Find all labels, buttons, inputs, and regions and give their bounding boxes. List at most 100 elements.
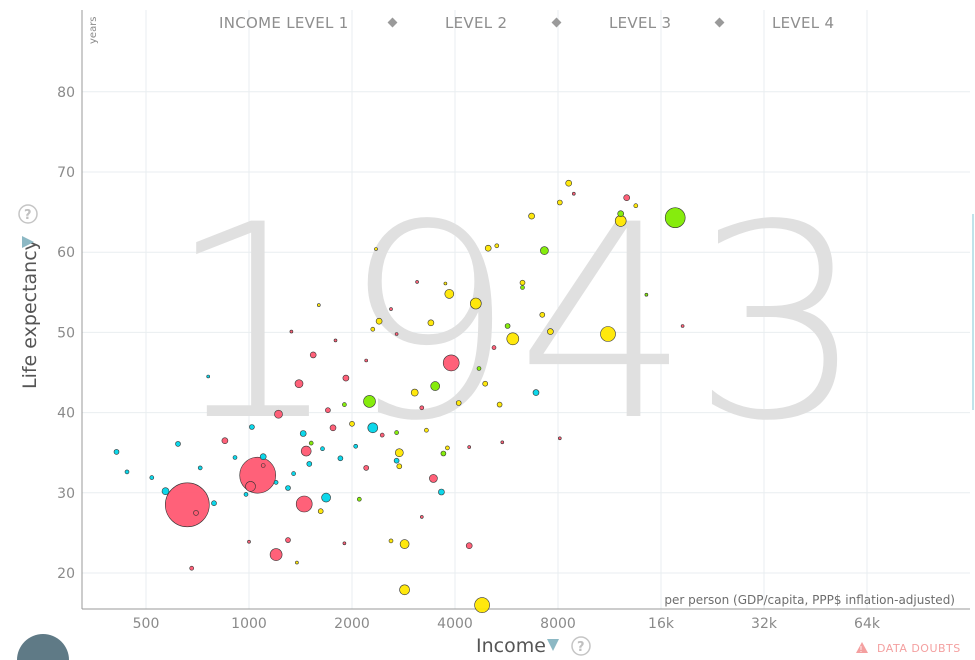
data-bubble[interactable] <box>379 432 385 438</box>
data-bubble[interactable] <box>565 179 573 187</box>
data-bubble[interactable] <box>294 379 304 389</box>
data-bubble[interactable] <box>455 400 462 406</box>
x-axis-help-icon[interactable]: ? <box>571 636 591 656</box>
data-doubts-link[interactable]: ! DATA DOUBTS <box>856 642 961 655</box>
x-axis-dropdown-icon[interactable] <box>547 639 559 651</box>
data-bubble[interactable] <box>367 422 379 434</box>
data-bubble[interactable] <box>363 465 370 471</box>
data-bubble[interactable] <box>232 455 238 460</box>
data-bubble[interactable] <box>329 424 337 432</box>
data-bubble[interactable] <box>532 389 540 396</box>
data-bubble[interactable] <box>175 441 181 447</box>
data-bubble[interactable] <box>467 445 472 449</box>
data-bubble[interactable] <box>600 326 616 342</box>
data-bubble[interactable] <box>295 560 299 565</box>
data-bubble[interactable] <box>633 203 639 208</box>
data-bubble[interactable] <box>161 487 170 496</box>
data-bubble[interactable] <box>445 445 450 451</box>
data-bubble[interactable] <box>424 427 429 433</box>
data-bubble[interactable] <box>221 437 229 445</box>
data-bubble[interactable] <box>388 538 394 544</box>
data-bubble[interactable] <box>396 463 403 470</box>
data-bubble[interactable] <box>680 324 685 328</box>
data-bubble[interactable] <box>429 474 438 483</box>
data-bubble[interactable] <box>389 307 393 311</box>
data-bubble[interactable] <box>356 496 362 502</box>
data-bubble[interactable] <box>149 475 155 480</box>
data-bubble[interactable] <box>419 405 425 411</box>
data-bubble[interactable] <box>430 381 441 391</box>
data-bubble[interactable] <box>247 539 251 544</box>
data-bubble[interactable] <box>476 366 482 371</box>
data-bubble[interactable] <box>317 508 324 515</box>
data-bubble[interactable] <box>285 485 291 491</box>
data-bubble[interactable] <box>557 436 562 441</box>
data-bubble[interactable] <box>474 597 490 613</box>
data-bubble[interactable] <box>617 210 625 217</box>
data-bubble[interactable] <box>306 461 313 467</box>
data-bubble[interactable] <box>664 207 686 228</box>
data-bubble[interactable] <box>316 303 321 307</box>
data-bubble[interactable] <box>193 510 199 516</box>
data-bubble[interactable] <box>364 358 369 363</box>
data-bubble[interactable] <box>374 247 378 251</box>
data-bubble[interactable] <box>300 445 312 457</box>
data-bubble[interactable] <box>614 215 627 227</box>
data-bubble[interactable] <box>321 492 331 503</box>
data-bubble[interactable] <box>349 420 355 427</box>
data-bubble[interactable] <box>491 345 497 350</box>
data-bubble[interactable] <box>443 281 448 286</box>
data-bubble[interactable] <box>206 374 210 379</box>
x-axis-title-group[interactable]: Income ? <box>476 635 591 657</box>
data-bubble[interactable] <box>394 430 399 435</box>
data-bubble[interactable] <box>211 500 217 507</box>
data-bubble[interactable] <box>285 537 291 543</box>
data-bubble[interactable] <box>528 212 535 220</box>
data-bubble[interactable] <box>113 449 120 455</box>
data-bubble[interactable] <box>644 292 649 297</box>
data-bubble[interactable] <box>308 440 314 446</box>
data-bubble[interactable] <box>496 401 503 408</box>
data-bubble[interactable] <box>269 548 283 561</box>
data-bubble[interactable] <box>539 311 546 318</box>
data-bubble[interactable] <box>506 332 520 346</box>
data-bubble[interactable] <box>333 338 338 343</box>
data-bubble[interactable] <box>399 539 410 549</box>
data-bubble[interactable] <box>243 492 249 497</box>
data-bubble[interactable] <box>500 440 505 445</box>
data-bubble[interactable] <box>299 430 307 437</box>
legend-item-level-4[interactable]: LEVEL 4 <box>772 14 834 32</box>
data-bubble[interactable] <box>295 495 313 513</box>
data-bubble[interactable] <box>353 443 359 449</box>
data-bubble[interactable] <box>342 374 350 382</box>
data-bubble[interactable] <box>291 471 296 476</box>
data-bubble[interactable] <box>442 354 460 372</box>
data-bubble[interactable] <box>571 191 576 196</box>
data-bubble[interactable] <box>370 326 376 332</box>
data-bubble[interactable] <box>556 199 563 206</box>
data-doubts-label[interactable]: DATA DOUBTS <box>877 642 961 655</box>
data-bubble[interactable] <box>363 395 376 408</box>
legend-item-level-2[interactable]: LEVEL 2 <box>445 14 507 32</box>
data-bubble[interactable] <box>260 463 266 468</box>
x-axis-title[interactable]: Income <box>476 635 546 657</box>
y-axis-title[interactable]: Life expectancy <box>19 239 41 389</box>
data-bubble[interactable] <box>342 402 347 407</box>
data-bubble[interactable] <box>342 541 347 546</box>
data-bubble[interactable] <box>482 380 489 387</box>
data-bubble[interactable] <box>124 469 130 475</box>
data-bubble[interactable] <box>189 565 194 571</box>
data-bubble[interactable] <box>623 194 631 201</box>
legend-item-level-3[interactable]: LEVEL 3 <box>609 14 671 32</box>
data-bubble[interactable] <box>540 246 549 255</box>
data-bubble[interactable] <box>494 243 500 249</box>
legend-item-level-1[interactable]: INCOME LEVEL 1 <box>219 14 349 32</box>
data-bubble[interactable] <box>249 424 255 430</box>
y-axis-help-icon[interactable]: ? <box>18 204 38 224</box>
data-bubble[interactable] <box>519 279 526 286</box>
data-bubble[interactable] <box>274 409 283 419</box>
data-bubble[interactable] <box>438 488 445 496</box>
data-bubble[interactable] <box>520 285 525 290</box>
data-bubble[interactable] <box>504 323 511 329</box>
data-bubble[interactable] <box>394 448 404 458</box>
